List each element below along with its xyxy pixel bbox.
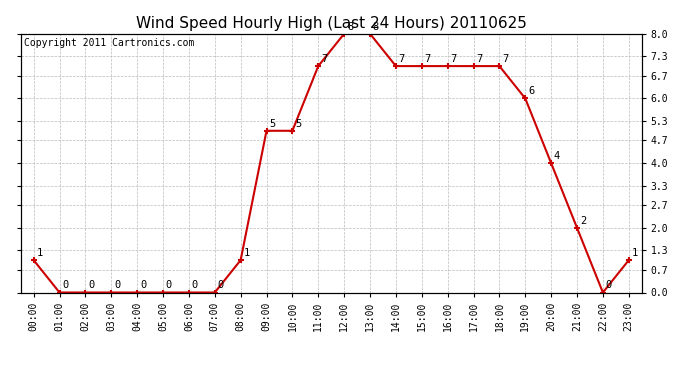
Text: 1: 1 [244, 248, 250, 258]
Text: 7: 7 [476, 54, 482, 64]
Text: Copyright 2011 Cartronics.com: Copyright 2011 Cartronics.com [23, 38, 194, 48]
Text: 0: 0 [114, 280, 120, 290]
Text: 7: 7 [451, 54, 457, 64]
Text: 7: 7 [424, 54, 431, 64]
Text: 7: 7 [502, 54, 509, 64]
Text: 5: 5 [295, 118, 302, 129]
Text: 0: 0 [217, 280, 224, 290]
Title: Wind Speed Hourly High (Last 24 Hours) 20110625: Wind Speed Hourly High (Last 24 Hours) 2… [136, 16, 526, 31]
Text: 0: 0 [62, 280, 68, 290]
Text: 5: 5 [269, 118, 275, 129]
Text: 1: 1 [631, 248, 638, 258]
Text: 0: 0 [166, 280, 172, 290]
Text: 2: 2 [580, 216, 586, 226]
Text: 7: 7 [321, 54, 327, 64]
Text: 1: 1 [37, 248, 43, 258]
Text: 8: 8 [373, 22, 379, 32]
Text: 6: 6 [528, 86, 534, 96]
Text: 0: 0 [140, 280, 146, 290]
Text: 0: 0 [606, 280, 612, 290]
Text: 7: 7 [399, 54, 405, 64]
Text: 0: 0 [192, 280, 198, 290]
Text: 0: 0 [88, 280, 95, 290]
Text: 4: 4 [554, 151, 560, 161]
Text: 8: 8 [347, 22, 353, 32]
